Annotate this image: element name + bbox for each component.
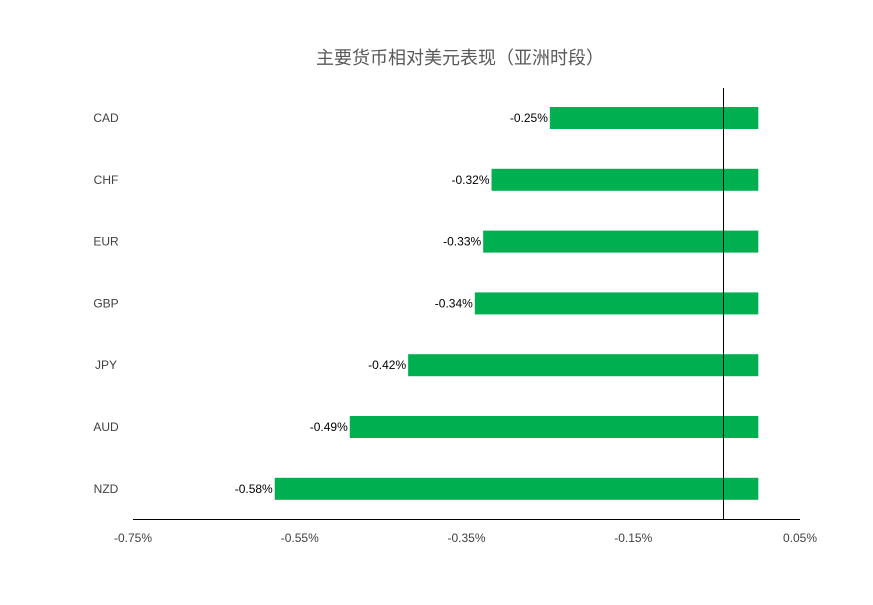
data-label-aud: -0.49% [310,420,348,434]
category-label-chf: CHF [94,173,119,187]
category-label-jpy: JPY [95,358,117,372]
category-label-gbp: GBP [93,296,118,310]
data-label-nzd: -0.58% [235,482,273,496]
bar-aud [349,416,759,438]
bars-group [274,107,759,500]
bar-chf [491,168,759,191]
bar-cad [549,107,759,129]
data-label-gbp: -0.34% [435,296,473,310]
data-labels: -0.25% -0.32% -0.33% -0.34% -0.42% -0.49% -0.5… [235,111,548,496]
bar-gbp [474,292,759,315]
category-label-aud: AUD [93,420,119,434]
x-tick-labels: -0.75% -0.55% -0.35% -0.15% 0.05% [114,531,817,545]
bar-jpy [408,354,759,377]
bar-nzd [274,477,759,500]
category-label-nzd: NZD [94,482,119,496]
x-tick-label: -0.15% [614,531,652,545]
x-tick-label: -0.55% [281,531,319,545]
bar-eur [483,230,759,253]
x-tick-label: -0.75% [114,531,152,545]
data-label-cad: -0.25% [510,111,548,125]
data-label-eur: -0.33% [443,235,481,249]
data-label-chf: -0.32% [451,173,489,187]
category-label-eur: EUR [93,235,119,249]
x-tick-label: 0.05% [783,531,817,545]
category-label-cad: CAD [93,111,119,125]
data-label-jpy: -0.42% [368,358,406,372]
category-labels: CAD CHF EUR GBP JPY AUD NZD [93,111,119,496]
chart-title: 主要货币相对美元表现（亚洲时段） [316,48,604,69]
x-tick-label: -0.35% [447,531,485,545]
